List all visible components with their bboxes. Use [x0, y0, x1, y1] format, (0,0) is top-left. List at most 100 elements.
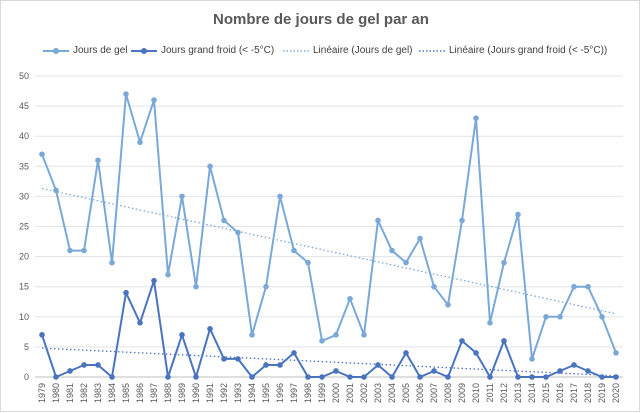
data-point [123, 91, 129, 97]
data-point [263, 362, 269, 368]
data-point [263, 283, 269, 290]
x-tick-label: 1990 [191, 383, 201, 403]
data-point [375, 362, 381, 368]
data-point [165, 271, 171, 278]
data-point [487, 320, 493, 326]
data-point [585, 283, 591, 290]
x-tick-label: 2002 [359, 383, 369, 403]
data-point [613, 350, 619, 356]
data-point [557, 368, 563, 374]
legend-label: Jours de gel [73, 45, 128, 56]
x-tick-label: 2017 [569, 383, 579, 403]
data-point [151, 277, 157, 284]
data-point [333, 332, 339, 338]
x-tick-label: 1988 [163, 383, 173, 403]
legend-marker-line-icon [131, 47, 157, 54]
data-point [179, 193, 185, 200]
data-point [179, 332, 185, 338]
x-tick-label: 2009 [457, 383, 467, 403]
x-tick-label: 1985 [121, 383, 131, 403]
data-point [403, 259, 409, 266]
data-point [599, 374, 605, 380]
data-point [123, 289, 129, 296]
data-point [193, 283, 199, 290]
data-point [137, 139, 143, 146]
data-point [193, 374, 199, 380]
data-point [515, 374, 521, 380]
x-tick-label: 2019 [597, 383, 607, 403]
data-point [53, 187, 59, 194]
x-tick-label: 1995 [261, 383, 271, 403]
x-tick-label: 1997 [289, 383, 299, 403]
x-tick-label: 1989 [177, 383, 187, 403]
data-point [459, 217, 465, 224]
data-point [249, 332, 255, 338]
data-point [347, 374, 353, 380]
data-point [361, 332, 367, 338]
data-point [305, 374, 311, 380]
chart-title: Nombre de jours de gel par an [213, 11, 429, 28]
data-point [529, 356, 535, 362]
data-point [529, 374, 535, 380]
x-tick-label: 1980 [51, 383, 61, 403]
x-tick-label: 2004 [387, 383, 397, 403]
data-point [361, 374, 367, 380]
data-point [109, 374, 115, 380]
data-point [501, 259, 507, 266]
data-point [585, 368, 591, 374]
data-point [333, 368, 339, 374]
data-point [389, 374, 395, 380]
y-tick-label: 10 [19, 312, 29, 322]
data-point [39, 332, 45, 338]
data-point [557, 314, 563, 320]
legend-label: Linéaire (Jours grand froid (< -5°C)) [449, 45, 608, 56]
x-tick-label: 1987 [149, 383, 159, 403]
data-point [445, 301, 451, 308]
x-tick-label: 2014 [527, 383, 537, 403]
y-tick-label: 0 [24, 372, 29, 382]
data-point [459, 338, 465, 344]
data-point [67, 368, 73, 374]
data-point [571, 362, 577, 368]
data-point [221, 217, 227, 224]
data-point [67, 247, 73, 254]
x-tick-label: 2012 [499, 383, 509, 403]
data-point [109, 259, 115, 266]
x-tick-label: 2015 [541, 383, 551, 403]
data-point [291, 350, 297, 356]
x-tick-label: 2008 [443, 383, 453, 403]
data-point [137, 320, 143, 326]
y-tick-label: 45 [19, 101, 29, 111]
data-point [95, 157, 101, 164]
data-point [39, 151, 45, 158]
y-tick-label: 20 [19, 252, 29, 262]
x-tick-label: 2006 [415, 383, 425, 403]
legend-marker-line-icon [43, 47, 69, 54]
x-tick-label: 1993 [233, 383, 243, 403]
data-point [543, 314, 549, 320]
data-point [291, 247, 297, 254]
data-point [389, 247, 395, 254]
data-point [165, 374, 171, 380]
x-tick-label: 1998 [303, 383, 313, 403]
data-point [403, 350, 409, 356]
x-tick-label: 2007 [429, 383, 439, 403]
legend-item-lineaire-gel: Linéaire (Jours de gel) [283, 45, 413, 56]
y-tick-label: 30 [19, 191, 29, 201]
y-tick-label: 35 [19, 161, 29, 171]
x-tick-label: 1984 [107, 383, 117, 403]
y-tick-label: 25 [19, 222, 29, 232]
data-point [151, 97, 157, 103]
x-tick-label: 2000 [331, 383, 341, 403]
x-tick-label: 2001 [345, 383, 355, 403]
x-tick-label: 1981 [65, 383, 75, 403]
x-tick-label: 2016 [555, 383, 565, 403]
data-point [543, 374, 549, 380]
x-tick-label: 1992 [219, 383, 229, 403]
y-tick-label: 5 [24, 342, 29, 352]
x-tick-label: 1986 [135, 383, 145, 403]
series-line [41, 93, 617, 360]
data-point [319, 338, 325, 344]
legend-dotted-line-icon [419, 49, 445, 52]
legend-label: Jours grand froid (< -5°C) [161, 45, 275, 56]
